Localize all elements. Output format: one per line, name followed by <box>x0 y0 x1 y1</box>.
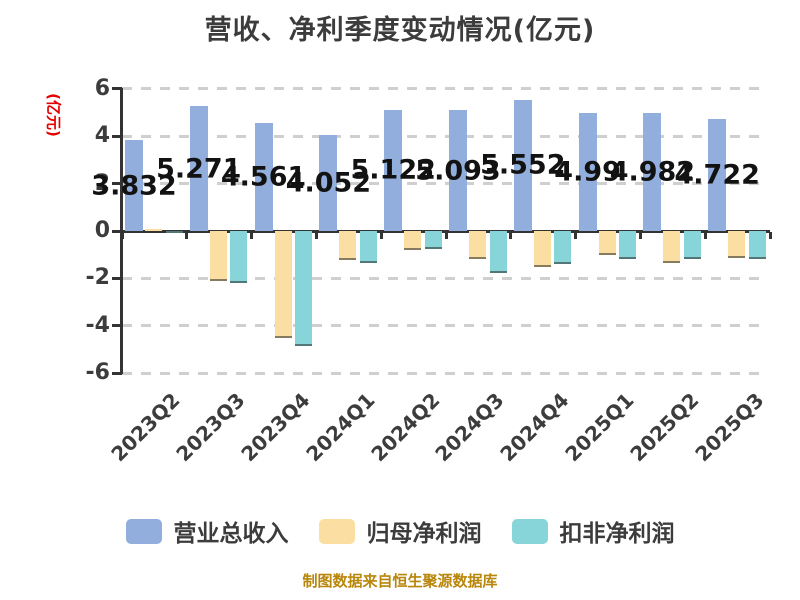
bar-扣非净利润-2024Q2[interactable] <box>424 231 442 250</box>
bar-归母净利润-2025Q3[interactable] <box>728 231 746 258</box>
legend-label-net-profit: 归母净利润 <box>366 521 482 547</box>
gridline <box>122 87 768 91</box>
bar-营业总收入-2025Q2[interactable] <box>643 113 662 231</box>
bar-扣非净利润-2023Q3[interactable] <box>230 231 248 284</box>
x-axis-label: 2024Q4 <box>495 388 574 467</box>
gridline <box>122 182 768 186</box>
legend-label-revenue: 营业总收入 <box>173 521 289 547</box>
chart-title: 营收、净利季度变动情况(亿元) <box>204 15 596 46</box>
bar-营业总收入-2024Q2[interactable] <box>384 109 403 231</box>
bar-归母净利润-2024Q1[interactable] <box>339 231 357 260</box>
bar-归母净利润-2025Q1[interactable] <box>598 231 616 256</box>
y-axis-tick <box>112 134 122 138</box>
legend-swatch-revenue-icon <box>125 518 162 544</box>
value-label: 4.982 <box>609 156 696 188</box>
x-axis-tick <box>250 232 254 239</box>
gridline <box>122 134 768 138</box>
value-label: 5.093 <box>415 155 501 187</box>
x-axis-label: 2023Q4 <box>236 388 315 467</box>
bar-扣非净利润-2025Q1[interactable] <box>619 231 637 259</box>
y-axis-tick-label: 2 <box>94 170 110 196</box>
bar-归母净利润-2024Q2[interactable] <box>404 231 422 251</box>
y-axis-tick <box>112 276 122 280</box>
bar-营业总收入-2023Q4[interactable] <box>254 123 273 231</box>
x-axis-label: 2024Q3 <box>430 388 509 467</box>
x-axis-label: 2023Q2 <box>106 388 185 467</box>
bar-营业总收入-2024Q4[interactable] <box>513 99 532 231</box>
bar-扣非净利润-2025Q2[interactable] <box>683 231 701 260</box>
x-axis-label: 2024Q1 <box>301 388 380 467</box>
y-axis-tick-label: -4 <box>85 312 110 338</box>
x-axis-tick <box>120 232 124 239</box>
x-axis-tick <box>768 232 772 239</box>
x-axis-tick <box>509 232 513 239</box>
y-axis-tick <box>112 87 122 91</box>
y-axis-tick-label: -6 <box>85 360 110 386</box>
legend: 营业总收入 归母净利润 扣非净利润 <box>0 514 800 548</box>
x-axis-line <box>122 229 770 233</box>
x-axis-tick <box>703 232 707 239</box>
value-label: 3.832 <box>91 170 177 202</box>
gridline <box>122 371 768 375</box>
x-axis-label: 2024Q2 <box>365 388 445 467</box>
x-axis-label: 2025Q2 <box>625 388 704 467</box>
bar-扣非净利润-2023Q4[interactable] <box>295 231 313 346</box>
bar-归母净利润-2023Q2[interactable] <box>145 228 162 231</box>
y-axis-tick-label: 4 <box>94 123 110 149</box>
bar-扣非净利润-2024Q3[interactable] <box>489 231 507 273</box>
legend-swatch-net-profit-icon <box>318 518 355 544</box>
bar-扣非净利润-2024Q1[interactable] <box>359 231 377 263</box>
bar-营业总收入-2024Q3[interactable] <box>449 110 467 231</box>
bar-营业总收入-2024Q1[interactable] <box>319 135 338 231</box>
bar-营业总收入-2025Q1[interactable] <box>578 112 597 231</box>
legend-label-deducted-net-profit: 扣非净利润 <box>559 521 675 547</box>
bar-归母净利润-2024Q3[interactable] <box>469 231 486 259</box>
bar-扣非净利润-2025Q3[interactable] <box>748 231 766 259</box>
x-axis-tick <box>574 232 578 239</box>
value-label: 4.561 <box>220 161 307 193</box>
y-axis-tick <box>112 324 122 328</box>
x-axis-tick <box>444 232 448 239</box>
legend-item-deducted-net-profit[interactable]: 扣非净利润 <box>511 514 675 548</box>
bar-扣非净利润-2024Q4[interactable] <box>554 231 572 265</box>
value-label: 4.99 <box>554 156 621 188</box>
bar-营业总收入-2023Q2[interactable] <box>125 140 143 231</box>
bar-归母净利润-2024Q4[interactable] <box>533 231 551 268</box>
value-label: 5.122 <box>350 154 436 186</box>
bar-归母净利润-2025Q2[interactable] <box>663 231 681 263</box>
legend-item-revenue[interactable]: 营业总收入 <box>125 514 289 548</box>
x-axis-tick <box>314 232 318 239</box>
gridline <box>122 276 768 280</box>
legend-item-net-profit[interactable]: 归母净利润 <box>318 514 482 548</box>
value-label: 5.552 <box>480 149 566 181</box>
x-axis-tick <box>638 232 642 239</box>
value-label: 4.722 <box>674 159 760 191</box>
x-axis-tick <box>185 232 189 239</box>
y-axis-tick <box>112 229 122 233</box>
value-label: 5.271 <box>156 153 242 185</box>
x-axis-tick <box>379 232 383 239</box>
x-axis-label: 2025Q3 <box>689 388 769 467</box>
y-axis-tick <box>112 371 122 375</box>
bar-营业总收入-2023Q3[interactable] <box>189 106 208 231</box>
y-axis-line <box>120 87 123 374</box>
y-axis-tick <box>112 182 122 186</box>
value-label: 4.052 <box>285 167 372 199</box>
y-axis-tick-label: -2 <box>85 265 110 291</box>
bar-归母净利润-2023Q4[interactable] <box>274 231 292 339</box>
x-axis-label: 2025Q1 <box>560 388 639 467</box>
legend-swatch-deducted-net-profit-icon <box>511 518 548 544</box>
y-axis-tick-label: 6 <box>94 75 110 101</box>
gridline <box>122 324 768 328</box>
bar-归母净利润-2023Q3[interactable] <box>209 231 227 281</box>
data-source-caption: 制图数据来自恒生聚源数据库 <box>302 572 498 590</box>
y-axis-tick-label: 0 <box>94 218 110 243</box>
bar-扣非净利润-2023Q2[interactable] <box>165 231 183 233</box>
bar-营业总收入-2025Q3[interactable] <box>708 119 727 231</box>
x-axis-label: 2023Q3 <box>171 388 250 467</box>
